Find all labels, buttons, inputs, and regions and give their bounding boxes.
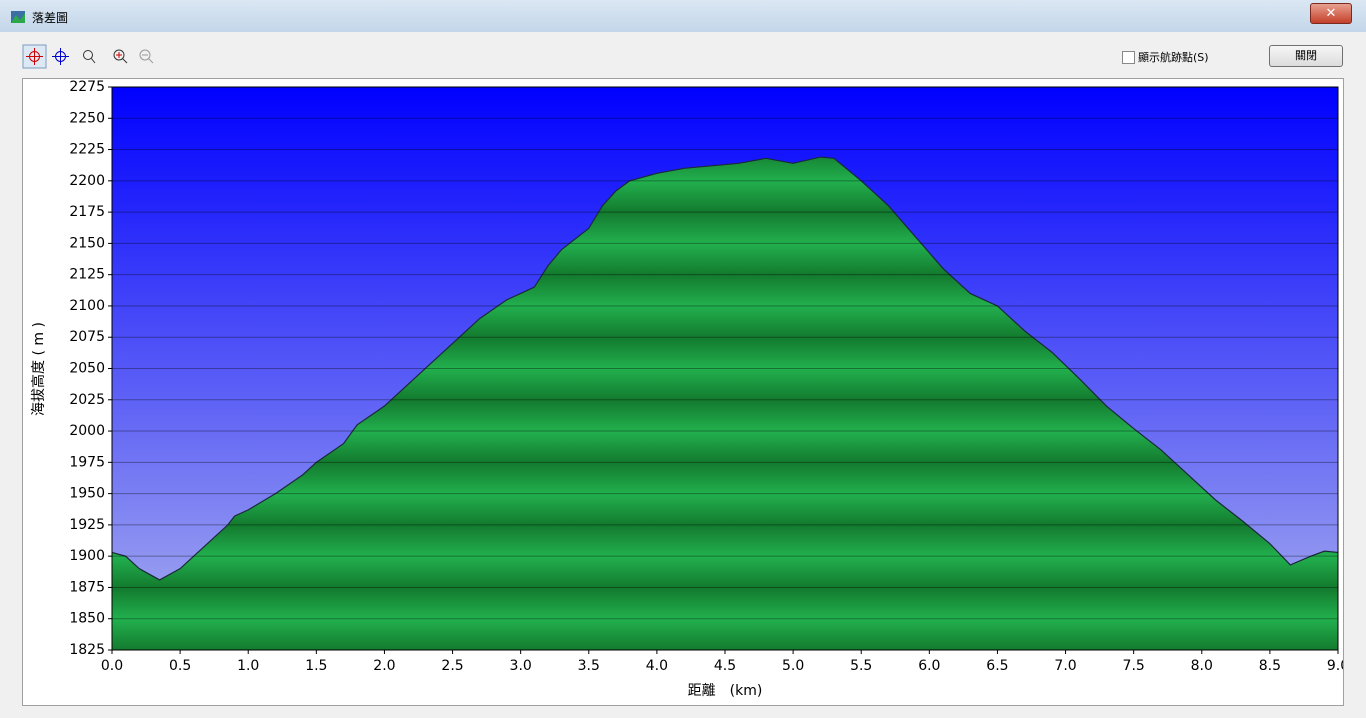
x-tick-label: 3.0 xyxy=(510,658,532,674)
tool-zoom-area[interactable] xyxy=(83,50,96,64)
x-tick-label: 7.0 xyxy=(1054,658,1076,674)
window-title: 落差圖 xyxy=(32,11,69,25)
close-button[interactable]: 關閉 xyxy=(1269,45,1343,67)
y-tick-label: 2275 xyxy=(69,79,105,95)
y-tick-label: 2175 xyxy=(69,204,105,220)
app-icon xyxy=(11,11,25,23)
x-tick-label: 6.0 xyxy=(918,658,940,674)
y-tick-label: 1875 xyxy=(69,579,105,595)
x-tick-label: 5.0 xyxy=(782,658,804,674)
tool-cross-blue[interactable] xyxy=(52,48,69,65)
y-tick-label: 1975 xyxy=(69,454,105,470)
checkbox-box[interactable] xyxy=(1122,50,1135,64)
checkbox[interactable]: 顯示航跡點(S) xyxy=(1122,49,1209,65)
y-tick-label: 1925 xyxy=(69,517,105,533)
x-tick-label: 0.0 xyxy=(101,658,123,674)
x-tick-label: 5.5 xyxy=(850,658,872,674)
x-tick-label: 7.5 xyxy=(1123,658,1145,674)
x-tick-label: 3.5 xyxy=(578,658,600,674)
y-tick-label: 1900 xyxy=(69,548,105,564)
x-tick-label: 4.0 xyxy=(646,658,668,674)
title-bar: 落差圖 ✕ xyxy=(0,0,1366,32)
x-tick-label: 1.5 xyxy=(305,658,327,674)
area-line xyxy=(111,156,1339,581)
x-tick-label: 0.5 xyxy=(169,658,191,674)
x-tick-label: 4.5 xyxy=(714,658,736,674)
x-tick-label: 6.5 xyxy=(986,658,1008,674)
y-tick-label: 2025 xyxy=(69,392,105,408)
chart: 海拔高度 ( m ) 距離 (km) 1825 1850 1875 1900 1925 1… xyxy=(22,78,1344,706)
y-axis-title: 海拔高度 ( m ) xyxy=(30,322,47,416)
y-tick-label: 2075 xyxy=(69,329,105,345)
close-window[interactable]: ✕ xyxy=(1310,3,1352,24)
y-tick-label: 2125 xyxy=(69,267,105,283)
y-tick-label: 2050 xyxy=(69,361,105,377)
y-tick-label: 2250 xyxy=(69,110,105,126)
x-tick-label: 8.0 xyxy=(1191,658,1213,674)
x-tick-label: 8.5 xyxy=(1259,658,1281,674)
y-tick-label: 2000 xyxy=(69,423,105,439)
y-tick-label: 2225 xyxy=(69,142,105,158)
y-tick-label: 2150 xyxy=(69,235,105,251)
plot-frame xyxy=(111,86,1339,651)
tool-cross[interactable] xyxy=(26,48,43,65)
x-tick-label: 9.0 xyxy=(1327,658,1344,674)
y-tick-label: 2100 xyxy=(69,298,105,314)
x-tick-label: 2.0 xyxy=(373,658,395,674)
x-tick-label: 2.5 xyxy=(441,658,463,674)
x-axis-title: 距離 (km) xyxy=(688,682,763,699)
area-fill xyxy=(112,157,1338,650)
y-tick-label: 2200 xyxy=(69,173,105,189)
y-tick-label: 1850 xyxy=(69,611,105,627)
y-tick-label: 1950 xyxy=(69,486,105,502)
toolbar xyxy=(22,44,154,69)
x-tick-label: 1.0 xyxy=(237,658,259,674)
y-tick-label: 1825 xyxy=(69,642,105,658)
checkbox-label[interactable]: 顯示航跡點(S) xyxy=(1138,51,1209,64)
tool-zoom-in[interactable] xyxy=(113,49,128,64)
tool-zoom-out[interactable] xyxy=(139,49,154,64)
